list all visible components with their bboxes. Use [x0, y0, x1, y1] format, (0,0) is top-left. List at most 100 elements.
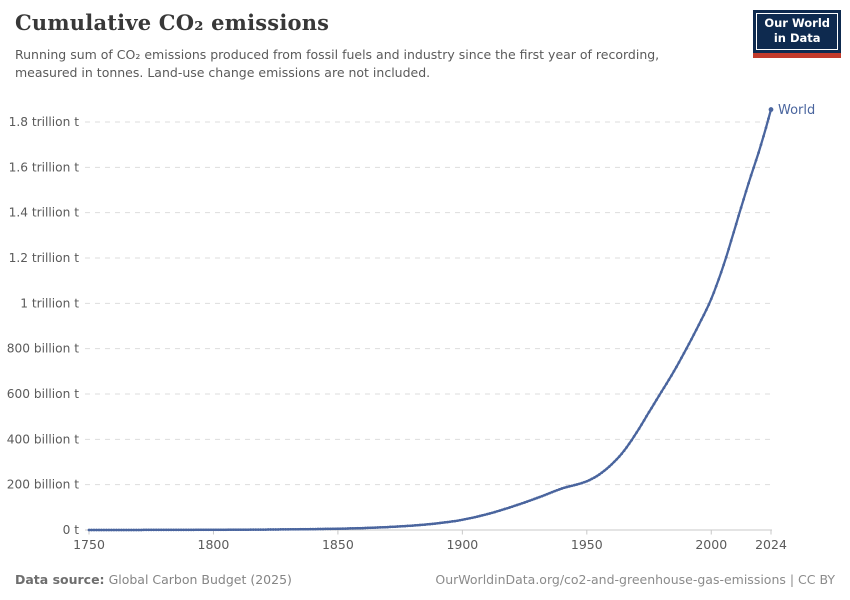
data-point-marker	[356, 526, 360, 530]
owid-logo[interactable]: Our World in Data	[753, 10, 841, 58]
data-point-marker	[326, 527, 330, 531]
data-point-marker	[543, 493, 546, 497]
owid-logo-line2: in Data	[773, 30, 821, 45]
data-point-marker	[627, 442, 631, 446]
data-point-marker	[296, 527, 300, 531]
data-point-marker	[545, 492, 549, 496]
data-point-marker	[147, 528, 151, 532]
data-point-marker	[341, 527, 345, 530]
data-point-marker	[406, 524, 409, 528]
data-point-marker	[538, 495, 541, 499]
data-point-marker	[157, 528, 161, 532]
data-point-marker	[383, 525, 387, 529]
data-point-marker	[329, 527, 332, 531]
data-point-marker	[324, 527, 327, 531]
data-point-marker	[174, 528, 178, 532]
data-point-marker	[448, 520, 452, 524]
license-link[interactable]: OurWorldinData.org/co2-and-greenhouse-ga…	[435, 572, 835, 587]
data-point-marker	[217, 528, 220, 532]
data-point-marker	[752, 166, 755, 170]
data-point-marker	[154, 528, 158, 532]
data-source-value: Global Carbon Budget (2025)	[108, 572, 292, 587]
data-point-marker	[321, 527, 325, 531]
data-point-marker	[470, 516, 474, 520]
data-point-marker	[585, 479, 589, 483]
data-point-marker	[722, 263, 726, 267]
y-axis-tick-label: 1.8 trillion t	[9, 115, 80, 129]
data-point-marker	[92, 528, 96, 532]
data-point-marker	[291, 527, 295, 531]
data-point-marker	[264, 528, 268, 531]
data-point-marker	[152, 528, 156, 532]
data-point-marker	[353, 526, 357, 530]
y-axis-tick-label: 400 billion t	[7, 432, 79, 446]
data-point-marker	[485, 512, 489, 516]
data-point-marker	[426, 522, 429, 526]
data-point-marker	[540, 494, 544, 498]
data-point-marker	[685, 347, 688, 351]
data-point-marker	[433, 522, 437, 525]
x-axis-tick-label: 1750	[73, 537, 105, 552]
data-point-marker	[244, 528, 248, 532]
data-point-marker	[657, 394, 661, 398]
data-point-marker	[149, 528, 153, 532]
data-point-marker	[582, 480, 586, 484]
data-point-marker	[699, 318, 703, 322]
data-point-marker	[548, 491, 551, 495]
data-point-marker	[510, 505, 514, 509]
data-point-marker	[334, 527, 337, 531]
data-point-marker	[115, 528, 118, 532]
data-point-marker	[500, 508, 504, 512]
data-point-marker	[289, 527, 292, 531]
x-axis-tick-label: 2000	[695, 537, 727, 552]
data-point-marker	[229, 528, 233, 532]
data-point-marker	[346, 527, 350, 530]
data-point-marker	[742, 198, 745, 201]
data-point-marker	[403, 524, 407, 528]
data-point-marker	[575, 483, 579, 486]
data-point-marker	[692, 333, 696, 336]
data-point-marker	[396, 525, 399, 528]
data-point-marker	[754, 158, 758, 162]
data-point-marker	[573, 483, 576, 487]
data-point-marker	[281, 528, 285, 531]
data-point-marker	[164, 528, 168, 532]
data-point-marker	[443, 521, 447, 524]
data-point-marker	[553, 489, 556, 493]
data-point-marker	[304, 527, 307, 531]
data-point-marker	[95, 528, 98, 532]
data-point-marker	[595, 474, 599, 478]
chart-footer: Data source: Global Carbon Budget (2025) …	[15, 572, 835, 587]
data-point-marker	[734, 222, 738, 226]
y-axis-tick-label: 200 billion t	[7, 478, 79, 492]
data-point-marker	[251, 528, 255, 531]
data-point-marker	[276, 528, 280, 531]
data-point-marker	[473, 515, 477, 519]
series-label-world[interactable]: World	[778, 103, 815, 118]
data-point-marker	[124, 528, 128, 532]
data-point-marker	[570, 484, 574, 488]
world-line[interactable]	[87, 108, 773, 532]
data-point-marker	[490, 511, 494, 515]
data-point-marker	[90, 528, 93, 532]
data-point-marker	[222, 528, 225, 532]
data-point-marker	[376, 526, 380, 529]
data-point-marker	[246, 528, 250, 532]
data-point-marker	[391, 525, 395, 529]
data-point-marker	[732, 230, 736, 234]
data-point-marker	[533, 497, 536, 501]
data-point-marker	[652, 402, 656, 406]
data-point-marker	[580, 481, 584, 485]
data-point-marker	[757, 151, 760, 154]
data-point-marker	[508, 506, 511, 509]
data-point-marker	[436, 521, 439, 525]
data-point-marker	[605, 467, 609, 471]
data-point-marker	[610, 462, 614, 466]
data-point-marker	[600, 471, 604, 475]
data-point-marker	[368, 526, 372, 530]
data-point-marker	[451, 520, 454, 523]
data-point-marker	[446, 520, 449, 524]
data-point-marker	[134, 528, 138, 532]
